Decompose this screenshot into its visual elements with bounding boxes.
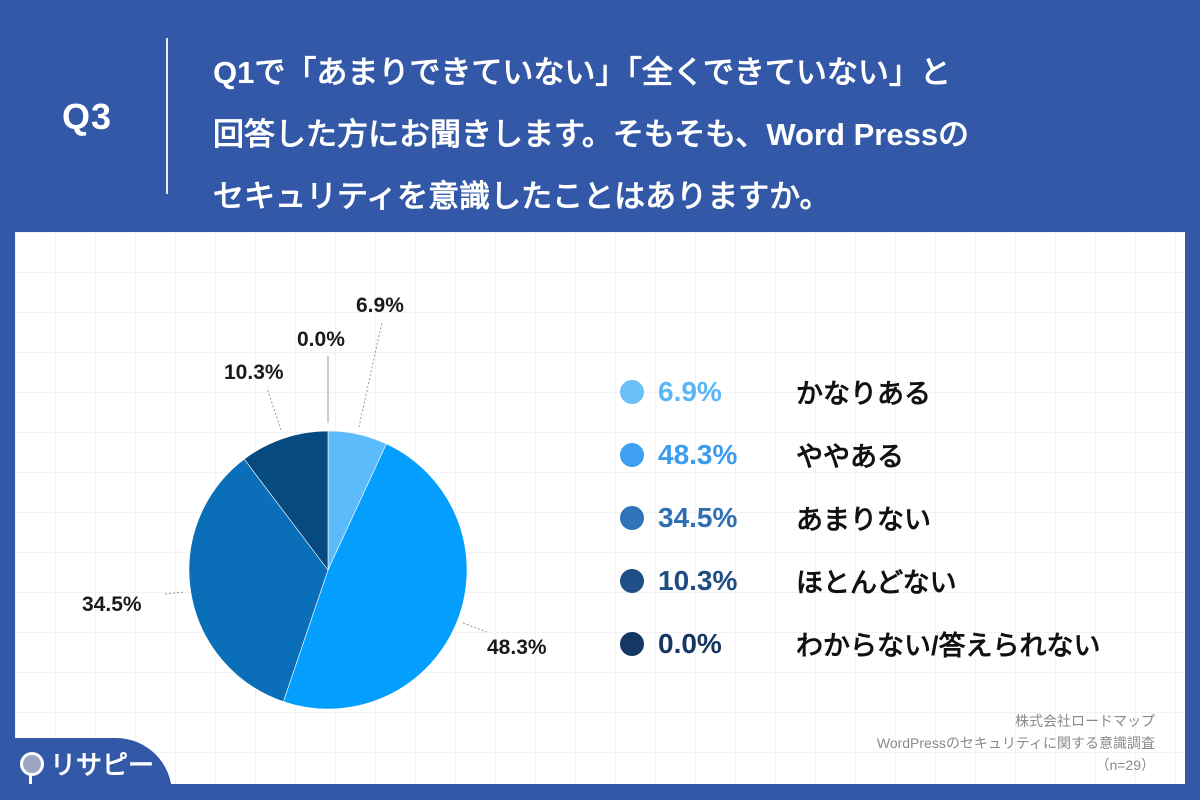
pie-label-6-9: 6.9%: [356, 294, 404, 317]
leader-line-34-5: [164, 591, 185, 595]
legend-dot-icon: [620, 442, 644, 467]
legend-dot-icon: [620, 568, 644, 593]
leader-line-6-9: [358, 321, 383, 428]
location-pin-icon: [20, 751, 44, 784]
leader-line-10-3: [266, 387, 282, 431]
source-note: 株式会社ロードマップ WordPressのセキュリティに関する意識調査 （n=2…: [877, 710, 1155, 776]
pie-slice: [283, 443, 468, 710]
pie-slices: [188, 430, 468, 710]
legend-item: 10.3% ほとんどない: [620, 549, 1101, 612]
header: Q3 Q1で「あまりできていない」「全くできていない」と 回答した方にお聞きしま…: [0, 0, 1200, 232]
source-sample-size: （n=29）: [1095, 757, 1155, 773]
legend-label: かなりある: [796, 379, 931, 409]
legend: 6.9% かなりある 48.3% ややある 34.5% あまりない 10.3% …: [620, 360, 1101, 675]
pie-label-34-5: 34.5%: [82, 593, 142, 616]
legend-item: 48.3% ややある: [620, 423, 1101, 486]
pie-label-0-0: 0.0%: [297, 328, 345, 351]
leader-line-48-3: [462, 622, 488, 633]
source-company: 株式会社ロードマップ: [1015, 713, 1155, 729]
legend-label: わからない/答えられない: [796, 631, 1101, 661]
pie-label-10-3: 10.3%: [224, 361, 284, 384]
legend-dot-icon: [620, 505, 644, 530]
pie-slice: [188, 458, 329, 703]
legend-dot-icon: [620, 379, 644, 404]
legend-percent: 6.9%: [658, 375, 722, 407]
question-line-1: Q1で「あまりできていない」「全くできていない」と: [213, 55, 951, 90]
source-survey: WordPressのセキュリティに関する意識調査: [876, 735, 1155, 751]
legend-percent: 10.3%: [658, 564, 738, 596]
legend-item: 34.5% あまりない: [620, 486, 1101, 549]
question-line-3: セキュリティを意識したことはありますか。: [213, 179, 831, 214]
legend-item: 6.9% かなりある: [620, 360, 1101, 423]
logo-text: リサピー: [50, 750, 155, 780]
legend-dot-icon: [620, 631, 644, 656]
logo: リサピー: [20, 745, 155, 784]
legend-percent: 34.5%: [658, 501, 738, 533]
header-divider: [166, 38, 168, 194]
question-text: Q1で「あまりできていない」「全くできていない」と 回答した方にお聞きします。そ…: [213, 42, 1173, 228]
legend-label: ややある: [796, 442, 904, 472]
pie-slice: [243, 430, 329, 571]
question-line-2: 回答した方にお聞きします。そもそも、Word Pressの: [213, 117, 970, 152]
legend-label: あまりない: [796, 505, 931, 535]
legend-percent: 48.3%: [658, 438, 738, 470]
legend-label: ほとんどない: [796, 568, 957, 598]
legend-item: 0.0% わからない/答えられない: [620, 612, 1101, 675]
pie-label-48-3: 48.3%: [487, 636, 547, 659]
question-number: Q3: [62, 96, 113, 137]
legend-percent: 0.0%: [658, 627, 722, 659]
